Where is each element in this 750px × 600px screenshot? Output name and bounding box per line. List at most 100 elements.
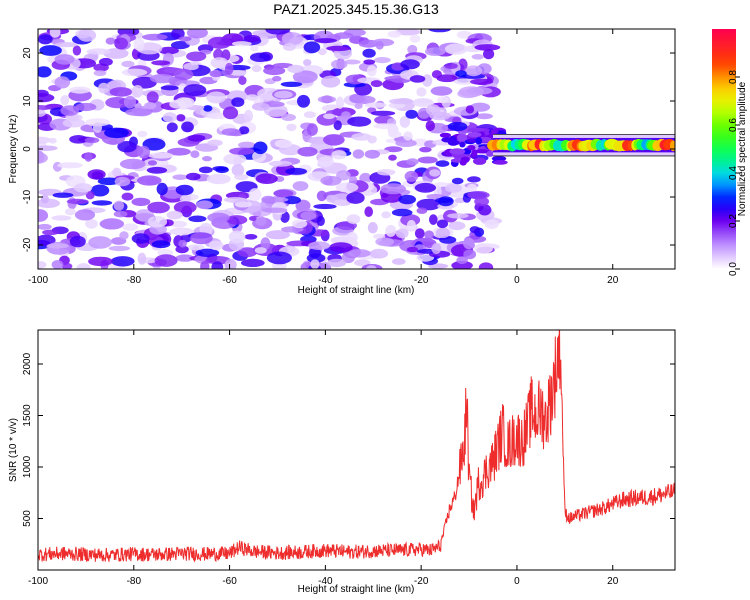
spectrogram-cell <box>306 253 326 263</box>
spectrogram-cell <box>146 91 159 104</box>
spectrogram-cell <box>38 150 45 163</box>
spectrogram-cell <box>38 223 52 230</box>
spectrogram-cell <box>114 176 131 187</box>
spectrogram-cell <box>285 167 307 175</box>
spectrogram-cell <box>249 52 271 63</box>
x-tick-label: 20 <box>607 275 619 286</box>
spectrogram-cell <box>240 258 265 267</box>
spectrogram-cell <box>183 62 199 71</box>
spectrogram-cell <box>175 184 194 196</box>
spectrogram-cell <box>142 138 166 151</box>
spectrogram-cell <box>38 109 46 117</box>
spectrogram-cell <box>39 45 62 56</box>
spectrogram-cell <box>419 146 432 153</box>
spectrogram-cell <box>113 200 125 211</box>
spectrogram-cell <box>206 173 231 185</box>
spectrogram-cell <box>459 141 466 148</box>
spectrogram-cell <box>157 249 173 257</box>
spectrogram-cell <box>38 93 55 103</box>
x-tick-label: -20 <box>414 275 429 286</box>
spectrogram-cell <box>205 256 231 265</box>
spectrogram-cell <box>243 109 253 123</box>
spectrogram-cell <box>467 132 482 138</box>
spectrogram-cell <box>223 153 247 165</box>
spectrogram-cell <box>380 183 407 195</box>
spectrogram-cell <box>316 190 327 202</box>
spectrogram-cell <box>60 105 79 116</box>
spectrogram-cell <box>222 106 239 120</box>
spectrogram-cell <box>173 201 197 214</box>
spectrogram-cell <box>231 97 245 107</box>
spectrogram-cell <box>207 139 223 147</box>
spectrogram-cell <box>385 224 397 237</box>
spectrogram-cell <box>354 259 371 267</box>
spectrogram-cell <box>303 111 316 119</box>
spectrogram-cell <box>341 111 351 119</box>
spectrogram-cell <box>167 147 191 156</box>
spectrogram-cell <box>72 45 82 56</box>
spectrogram-cell <box>91 200 113 206</box>
colorbar-tick-label: 0.2 <box>728 214 739 228</box>
spectrogram-cell <box>229 147 255 155</box>
spectrogram-cell <box>92 122 103 133</box>
y-tick-label: 10 <box>22 95 33 107</box>
spectrogram-cell <box>263 66 286 76</box>
spectrogram-cell <box>64 208 76 216</box>
spectrogram-cell <box>108 245 131 252</box>
spectrogram-cell <box>425 120 435 132</box>
spectrogram-cell <box>238 76 247 85</box>
spectrogram-cell <box>119 158 146 170</box>
spectrogram-cell <box>51 260 64 269</box>
spectrogram-cell <box>172 174 188 180</box>
spectrogram-cell <box>75 102 97 112</box>
spectrogram-cell <box>69 235 86 248</box>
spectrogram-cell <box>367 135 377 144</box>
spectrogram-cell <box>475 113 493 120</box>
spectrogram-cell <box>38 34 53 45</box>
spectrogram-cell <box>97 177 121 186</box>
spectrogram-cell <box>317 156 334 167</box>
spectrogram-cell <box>169 220 188 228</box>
spectrogram-cell <box>468 127 485 132</box>
spectrogram-cell <box>231 163 245 177</box>
spectrogram-cell <box>146 166 168 174</box>
spectrogram-cell <box>352 149 365 159</box>
x-tick-label: -80 <box>127 275 142 286</box>
spectrogram-cell <box>366 65 377 77</box>
spectrogram-cell <box>260 237 271 251</box>
spectrogram-cell <box>430 86 453 96</box>
spectrogram-cell <box>414 182 436 193</box>
spectrogram-cell <box>113 210 128 218</box>
spectrogram-cell <box>245 94 258 101</box>
spectrogram-cell <box>447 213 469 219</box>
x-tick-label: 20 <box>607 576 619 587</box>
spectrogram-cell <box>93 70 107 77</box>
spectrogram-cell <box>38 261 47 269</box>
spectrogram-cell <box>483 48 495 60</box>
spectrogram-cell <box>178 239 187 248</box>
spectrogram-cell <box>391 208 413 217</box>
spectrogram-cell <box>51 215 72 221</box>
spectrogram-cell <box>60 95 70 106</box>
spectrogram-cell <box>150 73 175 84</box>
spectrogram-cell <box>323 113 335 120</box>
snr-frame <box>37 329 676 571</box>
colorbar: 0.0 0.2 0.4 0.6 0.8 Normalized spectral ampl… <box>712 29 748 276</box>
y-tick-label: -10 <box>22 189 33 204</box>
spectrogram-cell <box>209 70 223 78</box>
spectrogram-cell <box>493 160 508 165</box>
spectrogram-cell <box>417 156 438 164</box>
spectrogram-cell <box>471 54 484 60</box>
spectrogram-cell <box>303 41 321 54</box>
spectrogram-cell <box>370 80 383 88</box>
spectrogram-cell <box>147 160 158 166</box>
x-tick-label: -60 <box>222 275 237 286</box>
spectrogram-cell <box>87 169 106 180</box>
spectrogram-cell <box>381 211 391 219</box>
spectrogram-cell <box>347 249 371 258</box>
spectrogram-cell <box>366 265 377 269</box>
spectrogram-cell <box>428 29 451 33</box>
spectrogram-cell <box>178 36 192 42</box>
x-tick-label: 0 <box>514 275 520 286</box>
